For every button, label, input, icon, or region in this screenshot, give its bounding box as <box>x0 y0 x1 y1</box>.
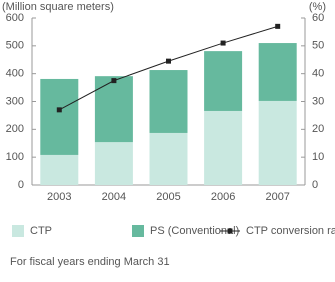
legend-label: CTP conversion rate <box>246 225 335 237</box>
y-axis-title: (Million square meters) <box>2 1 114 13</box>
x-tick-label: 2004 <box>102 191 126 203</box>
bar-segment <box>94 142 133 185</box>
y2-tick-label: 10 <box>312 151 324 163</box>
y2-tick-label: 20 <box>312 123 324 135</box>
line-marker <box>220 40 226 46</box>
bar-segment <box>258 100 297 185</box>
x-tick-label: 2005 <box>156 191 180 203</box>
legend-marker <box>227 228 233 234</box>
bar-segment <box>149 132 188 185</box>
line-marker <box>275 23 281 29</box>
y2-axis-title: (%) <box>309 1 326 13</box>
y2-tick-label: 30 <box>312 95 324 107</box>
bar-segment <box>258 43 297 101</box>
y-tick-label: 0 <box>18 179 24 191</box>
legend-label: CTP <box>30 225 52 237</box>
footnote: For fiscal years ending March 31 <box>10 256 170 268</box>
x-tick-label: 2006 <box>211 191 235 203</box>
y-tick-label: 500 <box>6 40 24 52</box>
legend-swatch <box>132 225 144 237</box>
y2-tick-label: 40 <box>312 68 324 80</box>
y-tick-label: 300 <box>6 95 24 107</box>
bar-segment <box>40 78 79 155</box>
legend-label: PS (Conventional) <box>150 225 239 237</box>
y2-tick-label: 50 <box>312 40 324 52</box>
y-tick-label: 100 <box>6 151 24 163</box>
bar-segment <box>94 76 133 143</box>
line-marker <box>111 78 117 84</box>
y-tick-label: 400 <box>6 68 24 80</box>
bar-segment <box>204 110 243 185</box>
x-tick-label: 2007 <box>265 191 289 203</box>
line-marker <box>56 107 62 113</box>
y-tick-label: 600 <box>6 12 24 24</box>
bar-segment <box>40 154 79 185</box>
bar-segment <box>149 70 188 133</box>
y-tick-label: 200 <box>6 123 24 135</box>
legend-swatch <box>12 225 24 237</box>
y2-tick-label: 60 <box>312 12 324 24</box>
y2-tick-label: 0 <box>312 179 318 191</box>
line-marker <box>166 58 171 64</box>
x-tick-label: 2003 <box>47 191 71 203</box>
bar-segment <box>204 51 243 111</box>
